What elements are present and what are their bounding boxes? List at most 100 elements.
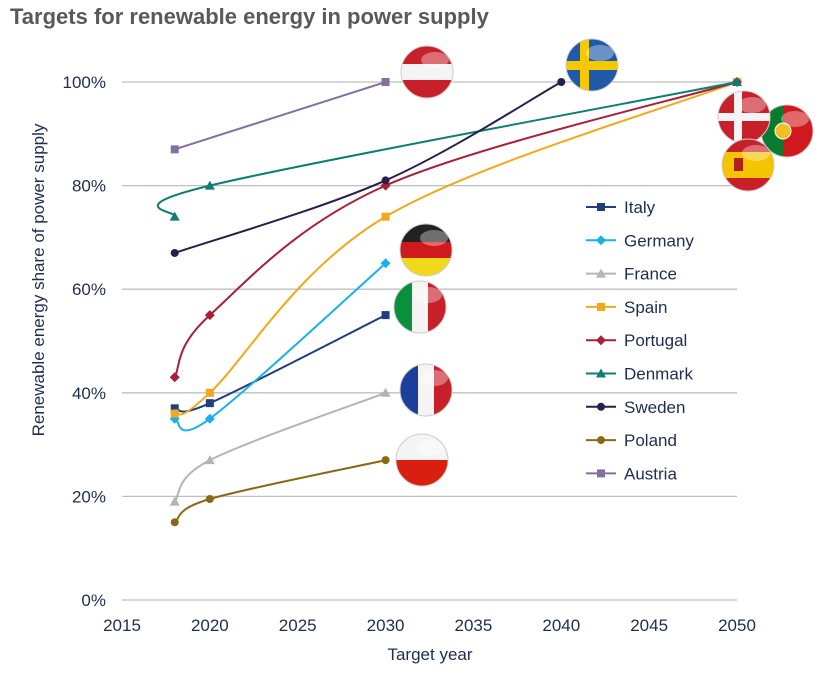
series-italy [170, 311, 390, 413]
legend-item: France [586, 265, 677, 284]
flag-border [399, 363, 453, 417]
flag-stripe [401, 80, 453, 98]
series-line [174, 81, 738, 416]
legend-label: Germany [624, 231, 694, 250]
data-point [380, 387, 391, 397]
legend-item: Italy [586, 198, 656, 217]
flag-stripe [418, 364, 434, 416]
data-point [169, 211, 180, 221]
data-point [597, 469, 605, 478]
flag-border [565, 38, 619, 92]
flag-stripe [401, 64, 453, 80]
data-point [170, 409, 179, 418]
flag-shine [420, 230, 448, 246]
flag-stripe [434, 364, 452, 416]
data-point [381, 212, 390, 221]
series-line [156, 81, 738, 218]
series-germany [169, 258, 391, 432]
flag-border [395, 433, 449, 487]
flag-body [401, 46, 453, 98]
data-point [169, 496, 180, 506]
flag-france-icon [399, 363, 453, 417]
flag-stripe [428, 281, 446, 333]
flag-stripe [566, 61, 618, 70]
series-line [174, 262, 387, 432]
data-point [596, 335, 606, 346]
y-tick-label: 60% [72, 280, 106, 299]
data-point [597, 436, 605, 445]
series-line [174, 314, 387, 413]
legend-label: Spain [624, 298, 667, 317]
data-point [597, 203, 605, 211]
data-point [204, 413, 215, 424]
flag-emblem [734, 158, 743, 171]
flag-body [400, 364, 452, 416]
x-tick-label: 2020 [191, 616, 229, 635]
flag-body [718, 91, 770, 143]
series-austria [170, 78, 390, 154]
flag-denmark-icon [717, 90, 771, 144]
legend-label: Austria [624, 464, 677, 483]
flag-portugal-icon [760, 104, 814, 158]
data-point [732, 77, 742, 86]
data-point [204, 180, 215, 190]
flag-body [400, 224, 452, 276]
flag-shine [421, 52, 449, 68]
data-point [596, 235, 606, 246]
data-point [380, 258, 391, 269]
series-line [173, 81, 738, 378]
series-line [173, 391, 386, 503]
flag-shine [586, 45, 614, 61]
series-line [174, 459, 386, 524]
series-poland [170, 456, 390, 527]
legend-label: France [624, 265, 677, 284]
flag-shine [420, 370, 448, 386]
data-point [597, 402, 605, 411]
data-point [596, 268, 606, 278]
flag-border [399, 223, 453, 277]
x-tick-label: 2050 [718, 616, 756, 635]
flag-stripe [400, 258, 452, 276]
y-axis-label: Renewable energy share of power supply [29, 123, 48, 436]
chart-title: Targets for renewable energy in power su… [10, 4, 489, 29]
data-point [170, 145, 179, 154]
data-point [170, 404, 179, 413]
legend-item: Spain [586, 298, 667, 317]
x-tick-label: 2030 [367, 616, 405, 635]
flag-stripe [400, 242, 452, 258]
data-point [204, 310, 215, 321]
legend-label: Denmark [624, 365, 693, 384]
data-point [557, 78, 566, 86]
legend-label: Sweden [624, 398, 685, 417]
flag-germany-icon [399, 223, 453, 277]
data-point [204, 455, 215, 465]
x-tick-label: 2035 [455, 616, 493, 635]
flag-border [721, 138, 775, 192]
legend-label: Portugal [624, 331, 687, 350]
y-tick-label: 100% [63, 73, 106, 92]
legend-label: Poland [624, 431, 677, 450]
legend-label: Italy [624, 198, 656, 217]
x-tick-label: 2025 [279, 616, 317, 635]
x-tick-label: 2015 [103, 616, 141, 635]
data-point [381, 311, 390, 320]
flag-sweden-icon [565, 38, 619, 92]
y-tick-label: 80% [72, 177, 106, 196]
flag-stripe [396, 460, 448, 486]
legend-item: Poland [586, 431, 677, 450]
data-point [205, 388, 214, 397]
flag-shine [742, 145, 770, 161]
x-tick-label: 2045 [630, 616, 668, 635]
flag-stripe [400, 364, 418, 416]
data-point [381, 456, 390, 465]
legend-item: Sweden [586, 398, 685, 417]
series-sweden [170, 78, 566, 257]
data-point [205, 399, 214, 408]
flag-stripe [412, 281, 428, 333]
flag-spain-icon [721, 138, 775, 192]
data-point [170, 248, 179, 257]
data-point [381, 176, 390, 185]
flag-stripe [401, 46, 453, 64]
